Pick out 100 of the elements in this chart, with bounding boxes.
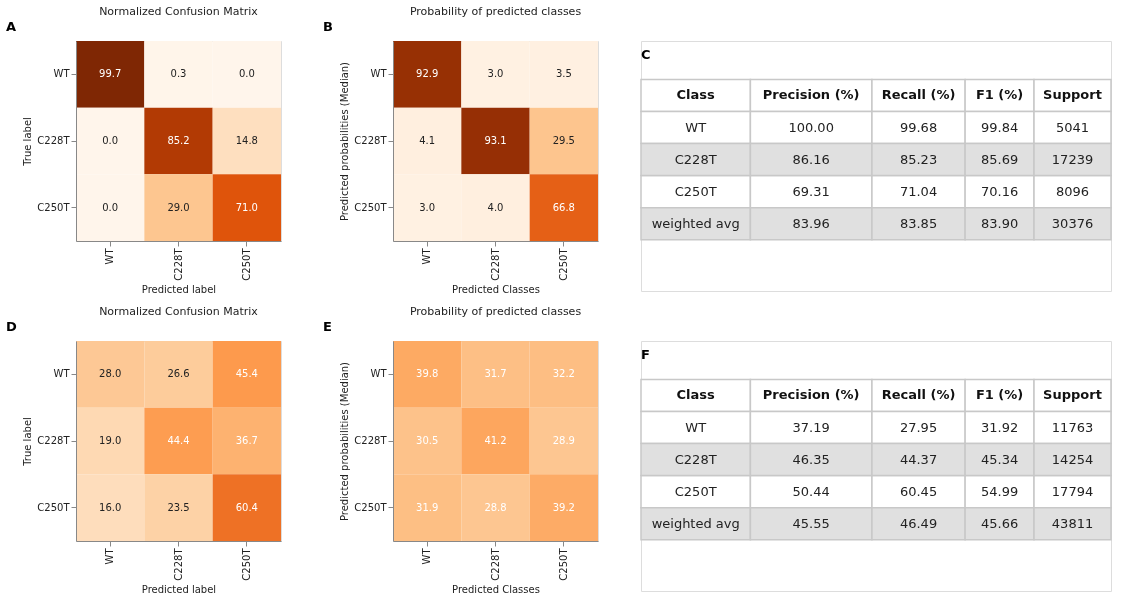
text: WT: [685, 419, 707, 435]
category-label: F1 (%): [975, 387, 1024, 403]
text: 45.66: [980, 515, 1019, 531]
x-tick-label: WT: [421, 247, 433, 265]
text: 37.19: [792, 419, 830, 435]
chart-title: Normalized Confusion Matrix: [99, 305, 259, 318]
data-label: 0.3: [170, 68, 187, 80]
y-axis-title: Predicted probabilities (Median): [339, 61, 351, 222]
text: 45.55: [792, 515, 830, 531]
text: 99.68: [899, 119, 938, 135]
data-label: 3.5: [555, 68, 572, 80]
data-label: 16.0: [99, 501, 122, 513]
text: B: [323, 19, 333, 34]
text: D: [6, 319, 17, 334]
text: 71.04: [899, 183, 938, 199]
x-tick-label: C250T: [240, 547, 252, 581]
data-label: 44.4: [167, 435, 190, 446]
text: C228T: [674, 151, 717, 167]
y-tick-label: C250T: [354, 501, 388, 513]
text: 85.23: [899, 151, 938, 167]
data-label: 30.5: [416, 435, 439, 446]
text: 69.31: [792, 183, 830, 199]
text: 30376: [1051, 215, 1094, 231]
x-axis-title: Predicted Classes: [452, 583, 540, 595]
data-label: 28.0: [99, 368, 122, 380]
text: C: [641, 47, 651, 62]
text: 70.16: [980, 183, 1019, 199]
y-tick-label: WT: [53, 68, 71, 80]
data-label: 23.5: [167, 501, 190, 513]
category-label: Class: [676, 87, 716, 103]
text: 14254: [1051, 451, 1094, 467]
data-label: 93.1: [484, 135, 507, 146]
text: 8096: [1055, 183, 1090, 199]
y-axis-title: True label: [22, 117, 34, 167]
text: 17794: [1051, 483, 1094, 499]
text: C250T: [674, 483, 717, 499]
data-label: 28.9: [552, 435, 575, 446]
data-label: 45.4: [235, 368, 258, 380]
data-label: 0.0: [238, 68, 255, 80]
x-tick-label: C250T: [557, 247, 569, 281]
x-tick-label: C228T: [489, 547, 501, 581]
x-tick-label: WT: [421, 547, 433, 565]
data-label: 31.9: [416, 501, 439, 513]
x-axis-title: Predicted label: [141, 283, 217, 295]
text: 83.90: [980, 215, 1019, 231]
y-tick-label: C250T: [354, 201, 388, 213]
y-tick-label: WT: [53, 368, 71, 380]
data-label: 71.0: [235, 201, 258, 213]
text: 46.49: [899, 515, 938, 531]
x-axis-title: Predicted Classes: [452, 283, 540, 295]
data-label: 29.5: [552, 135, 575, 146]
text: 50.44: [792, 483, 830, 499]
text: C250T: [674, 183, 717, 199]
data-label: 85.2: [167, 135, 190, 146]
text: 54.99: [980, 483, 1019, 499]
data-label: 60.4: [235, 501, 258, 513]
data-label: 39.2: [552, 501, 575, 513]
data-label: 3.0: [419, 201, 436, 213]
category-label: Precision (%): [762, 87, 860, 103]
chart-title: Normalized Confusion Matrix: [99, 5, 259, 18]
text: 83.85: [899, 215, 938, 231]
y-tick-label: C250T: [37, 201, 71, 213]
x-tick-label: C250T: [240, 247, 252, 281]
text: C228T: [674, 451, 717, 467]
data-label: 36.7: [235, 435, 258, 446]
chart-title: Probability of predicted classes: [409, 5, 582, 18]
data-label: 3.0: [487, 68, 504, 80]
text: 5041: [1055, 119, 1090, 135]
category-label: Class: [676, 387, 716, 403]
y-axis-title: Predicted probabilities (Median): [339, 361, 351, 522]
text: 86.16: [792, 151, 830, 167]
text: F: [641, 347, 650, 362]
x-axis-title: Predicted label: [141, 583, 217, 595]
text: 60.45: [899, 483, 938, 499]
x-tick-label: WT: [104, 247, 116, 265]
data-label: 26.6: [167, 368, 190, 380]
x-tick-label: C250T: [557, 547, 569, 581]
x-tick-label: WT: [104, 547, 116, 565]
text: 45.34: [980, 451, 1019, 467]
text: 31.92: [980, 419, 1019, 435]
category-label: F1 (%): [975, 87, 1024, 103]
y-tick-label: C250T: [37, 501, 71, 513]
data-label: 92.9: [416, 68, 439, 80]
x-tick-label: C228T: [489, 247, 501, 281]
y-tick-label: C228T: [354, 435, 388, 446]
category-label: Recall (%): [881, 387, 956, 403]
y-tick-label: WT: [370, 68, 388, 80]
category-label: Precision (%): [762, 387, 860, 403]
text: 11763: [1051, 419, 1094, 435]
category-label: Support: [1043, 387, 1102, 403]
text: 46.35: [792, 451, 830, 467]
y-tick-label: C228T: [37, 135, 71, 146]
data-label: 41.2: [484, 435, 507, 446]
text: 99.84: [980, 119, 1019, 135]
category-label: Recall (%): [881, 87, 956, 103]
data-label: 28.8: [484, 501, 507, 513]
text: E: [323, 319, 332, 334]
text: 85.69: [980, 151, 1019, 167]
data-label: 29.0: [167, 201, 190, 213]
y-tick-label: C228T: [37, 435, 71, 446]
